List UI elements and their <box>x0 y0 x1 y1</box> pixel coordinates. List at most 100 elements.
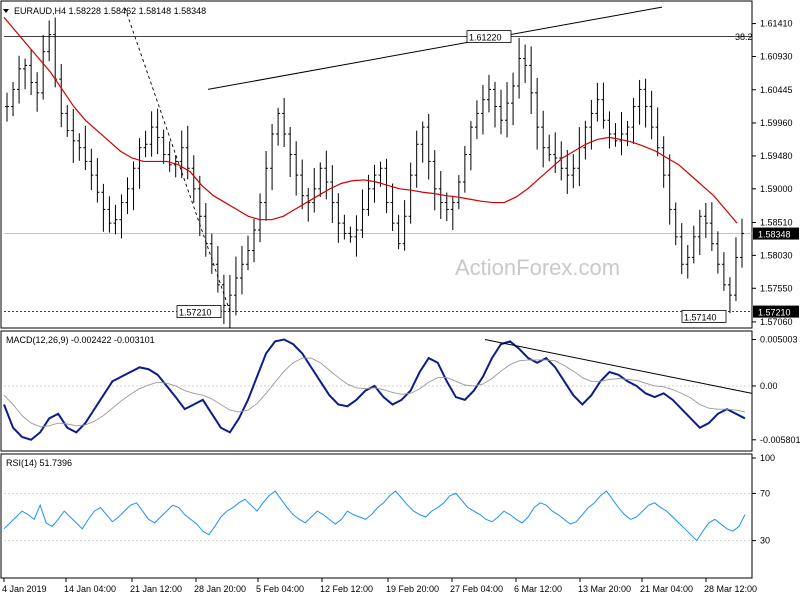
price-panel-frame <box>0 0 753 329</box>
last-price-box <box>753 227 799 240</box>
candle <box>252 218 257 263</box>
watermark: ActionForex.com <box>455 255 620 280</box>
candle <box>444 192 449 222</box>
price-tick-label: 1.60930 <box>760 51 793 61</box>
candle <box>264 151 269 221</box>
x-tick-label: 28 Mar 12:00 <box>704 584 757 594</box>
candle <box>258 193 263 243</box>
candle <box>511 72 516 126</box>
candle <box>384 158 389 214</box>
candle <box>739 218 744 268</box>
candle <box>523 44 528 83</box>
macd-panel-frame <box>0 330 753 452</box>
candle <box>643 78 648 128</box>
candle <box>396 214 401 250</box>
candle <box>613 123 618 147</box>
price-tick-label: 1.57550 <box>760 283 793 293</box>
annotation-box <box>176 305 222 318</box>
dropdown-arrow-icon[interactable] <box>3 9 9 13</box>
candle <box>23 58 28 90</box>
candle <box>191 155 196 203</box>
candle <box>173 155 178 178</box>
candle <box>709 202 714 251</box>
price-annotation: 1.57210 <box>176 305 222 318</box>
candle <box>456 175 461 210</box>
candle <box>402 200 407 251</box>
candle <box>233 256 238 316</box>
candle <box>661 136 666 188</box>
candle <box>529 46 534 115</box>
x-tick-label: 28 Jan 20:00 <box>194 584 246 594</box>
candle <box>571 154 576 189</box>
rsi-layer <box>3 490 752 542</box>
x-tick-label: 21 Mar 04:00 <box>640 584 693 594</box>
x-tick-label: 19 Feb 20:00 <box>386 584 439 594</box>
candle <box>577 127 582 187</box>
rsi-title: RSI(14) 51.7396 <box>6 458 72 468</box>
candle <box>547 134 552 162</box>
annotation-box <box>466 30 512 44</box>
candle <box>390 183 395 231</box>
x-tick-label: 14 Jan 04:00 <box>64 584 116 594</box>
candle <box>288 126 293 178</box>
candle <box>733 237 738 302</box>
candle <box>221 274 226 325</box>
candle <box>300 159 305 210</box>
price-tick-label: 1.57060 <box>760 317 793 327</box>
candle <box>426 113 431 180</box>
candle <box>541 110 546 168</box>
candle <box>131 161 136 211</box>
macd-layer <box>3 338 753 441</box>
candle <box>601 82 606 129</box>
candle <box>565 149 570 195</box>
candle <box>715 231 720 274</box>
candle <box>637 79 642 125</box>
candle <box>408 162 413 224</box>
candle <box>107 196 112 233</box>
last-price-label: 1.58348 <box>758 230 791 240</box>
candle <box>378 161 383 187</box>
price-annotation: 1.57140 <box>681 309 727 323</box>
price-tick-label: 1.60445 <box>760 85 793 95</box>
candle <box>29 49 34 96</box>
candle <box>17 55 22 104</box>
candle <box>673 202 678 246</box>
candle <box>330 165 335 223</box>
macd-tick-label: 0.00 <box>760 381 778 391</box>
low-price-label: 1.57210 <box>758 308 791 318</box>
candle <box>432 150 437 211</box>
candle <box>631 97 636 144</box>
x-tick-label: 12 Feb 12:00 <box>320 584 373 594</box>
x-tick-label: 5 Feb 04:00 <box>256 584 304 594</box>
candle <box>619 112 624 156</box>
chart-header: EURAUD,H4 1.58228 1.58462 1.58148 1.5834… <box>14 6 206 16</box>
macd-tick-label: -0.005801 <box>760 435 800 445</box>
candle <box>11 81 16 117</box>
moving-average-line <box>3 17 738 224</box>
candle <box>83 125 88 171</box>
price-tick-label: 1.61410 <box>760 19 793 29</box>
candle <box>625 121 630 147</box>
rsi-tick-label: 30 <box>760 536 770 546</box>
candle <box>137 138 142 189</box>
x-tick-label: 27 Feb 04:00 <box>450 584 503 594</box>
candle <box>245 235 250 271</box>
candle <box>119 194 124 239</box>
annotation-label: 1.57140 <box>684 312 717 322</box>
candle <box>167 141 172 172</box>
price-annotation: 1.61220 <box>466 30 512 44</box>
price-tick-label: 1.58030 <box>760 250 793 260</box>
candle <box>161 129 166 164</box>
candle <box>492 81 497 128</box>
candle <box>125 177 130 215</box>
price-tick-label: 1.58510 <box>760 217 793 227</box>
x-tick-label: 21 Jan 12:00 <box>130 584 182 594</box>
candle <box>312 167 317 213</box>
annotation-label: 1.57210 <box>179 308 212 318</box>
candle <box>65 104 70 137</box>
candle <box>215 246 220 293</box>
candle <box>553 132 558 173</box>
candle <box>282 97 287 148</box>
rsi-line <box>3 490 746 542</box>
candle <box>113 204 118 235</box>
